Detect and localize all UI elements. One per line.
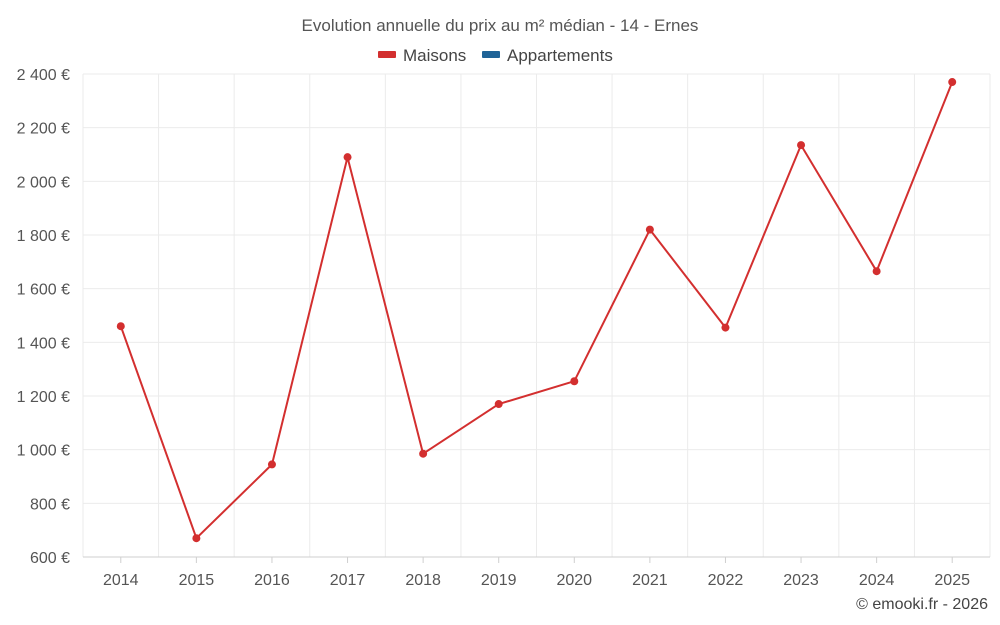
x-tick-label: 2025 xyxy=(934,572,970,589)
legend: Maisons Appartements xyxy=(378,46,613,65)
data-point-maisons[interactable] xyxy=(797,141,806,150)
data-point-maisons[interactable] xyxy=(872,267,881,276)
x-tick-label: 2024 xyxy=(859,572,895,589)
legend-label-maisons: Maisons xyxy=(403,46,466,65)
data-point-maisons[interactable] xyxy=(570,377,579,386)
y-tick-label: 800 € xyxy=(30,496,70,513)
x-axis-labels: 2014 2015 2016 2017 2018 2019 2020 2021 2022 2023… xyxy=(103,572,970,589)
series-line-maisons xyxy=(119,81,954,540)
x-tick-label: 2020 xyxy=(556,572,592,589)
x-tick-label: 2017 xyxy=(330,572,366,589)
x-tick-label: 2021 xyxy=(632,572,668,589)
y-tick-label: 2 400 € xyxy=(17,67,70,84)
x-tick-label: 2022 xyxy=(708,572,744,589)
data-point-maisons[interactable] xyxy=(267,460,276,469)
x-tick-label: 2019 xyxy=(481,572,517,589)
data-point-maisons[interactable] xyxy=(948,78,957,87)
legend-label-appartements: Appartements xyxy=(507,46,613,65)
y-tick-label: 1 400 € xyxy=(17,335,70,352)
chart-title: Evolution annuelle du prix au m² médian … xyxy=(302,16,699,35)
data-point-maisons[interactable] xyxy=(192,534,201,543)
y-tick-label: 1 800 € xyxy=(17,228,70,245)
y-tick-label: 2 000 € xyxy=(17,174,70,191)
legend-item-appartements[interactable]: Appartements xyxy=(482,46,613,65)
legend-swatch-appartements xyxy=(482,51,500,58)
x-tick-label: 2018 xyxy=(405,572,441,589)
x-tick-label: 2016 xyxy=(254,572,290,589)
y-tick-label: 1 200 € xyxy=(17,389,70,406)
data-point-maisons[interactable] xyxy=(419,449,428,458)
legend-swatch-maisons xyxy=(378,51,396,58)
x-axis-ticks xyxy=(120,557,953,563)
legend-item-maisons[interactable]: Maisons xyxy=(378,46,466,65)
y-tick-label: 600 € xyxy=(30,550,70,567)
data-point-maisons[interactable] xyxy=(721,323,730,332)
x-gridlines xyxy=(82,74,991,557)
x-tick-label: 2023 xyxy=(783,572,819,589)
data-point-maisons[interactable] xyxy=(494,400,503,409)
x-tick-label: 2015 xyxy=(179,572,215,589)
series-layer xyxy=(116,78,957,543)
credit-text: © emooki.fr - 2026 xyxy=(856,596,988,613)
data-point-maisons[interactable] xyxy=(343,153,352,162)
y-tick-label: 1 000 € xyxy=(17,443,70,460)
data-point-maisons[interactable] xyxy=(645,225,654,234)
y-tick-label: 1 600 € xyxy=(17,282,70,299)
x-tick-label: 2014 xyxy=(103,572,139,589)
data-point-maisons[interactable] xyxy=(116,322,125,331)
y-axis-labels: 600 € 800 € 1 000 € 1 200 € 1 400 € 1 600 € 1 … xyxy=(17,67,70,567)
y-tick-label: 2 200 € xyxy=(17,121,70,138)
